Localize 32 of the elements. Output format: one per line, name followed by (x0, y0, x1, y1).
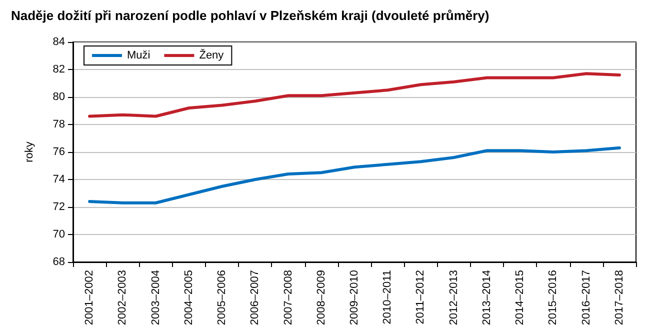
x-tick-label: 2004–2005 (182, 270, 195, 326)
legend-label: Ženy (199, 48, 224, 62)
y-tick-label: 84 (52, 36, 65, 48)
x-tick-label: 2017–2018 (613, 270, 626, 326)
y-tick-label: 72 (52, 201, 65, 213)
x-tick-label: 2014–2015 (514, 270, 526, 326)
y-tick-label: 70 (52, 228, 65, 240)
line-series (88, 72, 621, 118)
x-tick-label: 2009–2010 (348, 270, 360, 326)
x-tick-label: 2005–2006 (216, 270, 228, 326)
y-tick-label: 78 (52, 118, 65, 130)
legend-label: Muži (127, 50, 150, 62)
y-tick-label: 68 (52, 256, 65, 268)
x-tick-label: 2015–2016 (547, 270, 560, 326)
x-tick-label: 2016–2017 (580, 270, 592, 326)
x-tick-label: 2003–2004 (150, 270, 162, 326)
y-tick-label: 80 (52, 91, 65, 103)
x-tick-label: 2008–2009 (315, 270, 328, 326)
chart-title: Naděje dožití při narození podle pohlaví v Plzeňském kraji (dvouleté průměry) (11, 8, 490, 23)
x-tick-label: 2002–2003 (116, 270, 129, 326)
x-tick-label: 2010–2011 (382, 270, 394, 324)
line-series (88, 146, 621, 204)
y-tick-label: 82 (52, 64, 65, 76)
y-axis-title: roky (24, 141, 36, 162)
y-tick-label: 74 (52, 174, 65, 186)
x-tick-label: 2012–2013 (448, 270, 460, 326)
x-tick-label: 2011–2012 (414, 270, 427, 324)
x-tick-label: 2007–2008 (282, 270, 294, 326)
x-tick-label: 2013–2014 (480, 270, 493, 326)
x-tick-label: 2006–2007 (249, 270, 262, 326)
y-tick-label: 76 (52, 146, 65, 158)
x-tick-label: 2001–2002 (84, 270, 96, 326)
